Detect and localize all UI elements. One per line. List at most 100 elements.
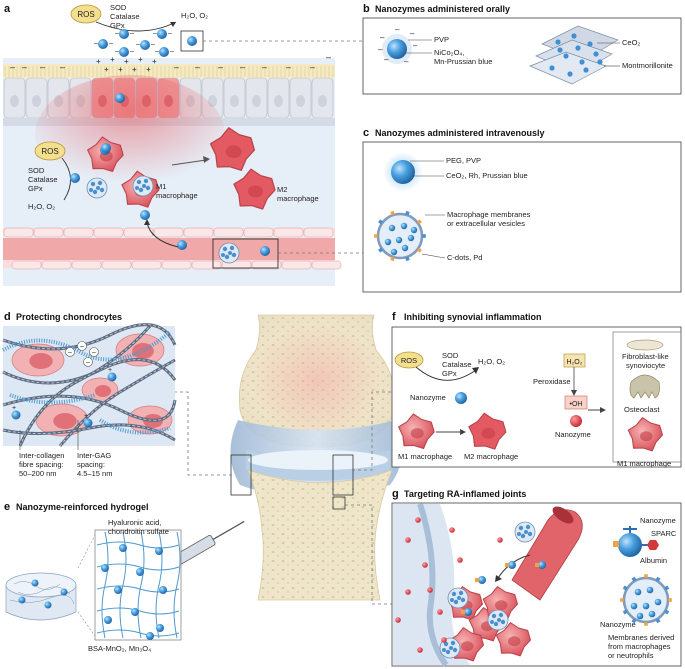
svg-text:–: – bbox=[60, 62, 65, 72]
panel-c-title: Nanozymes administered intravenously bbox=[375, 128, 545, 138]
f-m2-label: M2 macrophage bbox=[464, 452, 518, 461]
f-nanozyme-label: Nanozyme bbox=[410, 393, 446, 402]
svg-text:–: – bbox=[410, 29, 415, 38]
spacing1-line1: Inter-collagen bbox=[19, 451, 64, 460]
svg-text:–: – bbox=[115, 48, 119, 55]
svg-text:+: + bbox=[84, 413, 88, 420]
svg-text:+: + bbox=[110, 55, 115, 64]
inflamed-vessel bbox=[511, 509, 583, 601]
spacing2-line3: 4.5–15 nm bbox=[77, 469, 112, 478]
ros-arrow bbox=[95, 21, 177, 32]
svg-text:–: – bbox=[155, 48, 159, 55]
panel-d-title: Protecting chondrocytes bbox=[16, 312, 122, 322]
panel-f-letter: f bbox=[392, 311, 396, 323]
chondroitin-label: chondroitin sulfate bbox=[108, 527, 169, 536]
f-products: H₂O, O₂ bbox=[478, 357, 505, 366]
m2-label-line2: macrophage bbox=[277, 194, 319, 203]
membranes-label-1: Macrophage membranes bbox=[447, 210, 531, 219]
spacing2-line1: Inter-GAG bbox=[77, 451, 111, 460]
svg-text:–: – bbox=[170, 48, 174, 55]
m2-label-line1: M2 bbox=[277, 185, 287, 194]
f-m1b-label: M1 macrophage bbox=[617, 459, 671, 468]
svg-text:+: + bbox=[12, 405, 16, 412]
mn-pb-label: Mn-Prussian blue bbox=[434, 57, 492, 66]
enzyme-sod: SOD bbox=[110, 3, 127, 12]
svg-text:–: – bbox=[130, 30, 134, 37]
nanozyme-particles: – –– –– –– –– – – – bbox=[94, 29, 174, 57]
svg-text:+: + bbox=[96, 57, 101, 66]
panel-d: d Protecting chondrocytes ––––+++ Inter-… bbox=[2, 311, 177, 478]
svg-text:–: – bbox=[130, 48, 134, 55]
spacing2-line2: spacing: bbox=[77, 460, 105, 469]
panel-g-letter: g bbox=[392, 488, 399, 500]
synoviocyte-icon bbox=[626, 339, 664, 351]
panel-f-title: Inhibiting synovial inflammation bbox=[404, 312, 542, 322]
membrane-coated-nanozyme bbox=[374, 210, 426, 262]
spacing1-line2: fibre spacing: bbox=[19, 460, 64, 469]
montmorillonite-sheets bbox=[529, 25, 619, 85]
svg-text:–: – bbox=[80, 344, 84, 351]
svg-text:–: – bbox=[286, 62, 291, 72]
svg-text:+: + bbox=[104, 65, 109, 74]
hydroxyl-label: •OH bbox=[570, 401, 583, 408]
ros-arrowhead bbox=[170, 22, 176, 27]
membranes-g-1: Membranes derived bbox=[608, 633, 674, 642]
svg-text:+: + bbox=[108, 367, 112, 374]
svg-text:–: – bbox=[384, 55, 389, 64]
macrophage-cell bbox=[398, 413, 435, 450]
ceo2-rh-label: CeO₂, Rh, Prussian blue bbox=[446, 171, 528, 180]
svg-text:–: – bbox=[195, 62, 200, 72]
inflammation-glow bbox=[35, 75, 225, 195]
membranes-label-2: or extracellular vesicles bbox=[447, 219, 525, 228]
f-nanozyme2-label: Nanozyme bbox=[555, 430, 591, 439]
ros-products: H₂O, O₂ bbox=[181, 11, 208, 20]
peroxidase-label: Peroxidase bbox=[533, 377, 571, 386]
f-m1-label: M1 macrophage bbox=[398, 452, 452, 461]
oral-nanozyme-icon bbox=[387, 39, 407, 59]
albumin-label: Albumin bbox=[640, 556, 667, 565]
svg-text:+: + bbox=[132, 65, 137, 74]
svg-text:–: – bbox=[86, 360, 90, 367]
panel-e-title: Nanozyme-reinforced hydrogel bbox=[16, 502, 149, 512]
svg-text:–: – bbox=[68, 350, 72, 357]
blood-vessel bbox=[3, 227, 342, 270]
svg-text:–: – bbox=[395, 25, 400, 34]
macrophage-cell bbox=[468, 412, 507, 450]
svg-text:–: – bbox=[310, 62, 315, 72]
panel-b-title: Nanozymes administered orally bbox=[375, 4, 510, 14]
macrophage-cell bbox=[209, 127, 256, 171]
svg-text:–: – bbox=[153, 30, 157, 37]
macrophages bbox=[87, 127, 276, 210]
panel-c-letter: c bbox=[363, 127, 369, 139]
gag-charges: ––––+++ bbox=[11, 341, 117, 428]
fls-label-1: Fibroblast-like bbox=[622, 352, 669, 361]
svg-text:–: – bbox=[115, 30, 119, 37]
ros-label: ROS bbox=[77, 10, 94, 19]
g-nanozyme-label: Nanozyme bbox=[640, 516, 676, 525]
iv-nanozyme-icon bbox=[391, 160, 415, 184]
zoom-box-iv bbox=[212, 238, 279, 269]
montmorillonite-label: Montmorillonite bbox=[622, 61, 673, 70]
sparc-icon bbox=[647, 540, 659, 550]
svg-text:+: + bbox=[138, 55, 143, 64]
svg-text:–: – bbox=[218, 62, 223, 72]
f-catalase: Catalase bbox=[442, 360, 472, 369]
polarization-arrow bbox=[171, 159, 207, 166]
macrophage-cell bbox=[233, 168, 276, 210]
ros-badge-2 bbox=[34, 141, 66, 161]
svg-text:–: – bbox=[109, 40, 113, 47]
enzyme-catalase: Catalase bbox=[110, 12, 140, 21]
h2o2-label: H₂O₂ bbox=[567, 359, 583, 366]
f-gpx: GPx bbox=[442, 369, 457, 378]
svg-text:+: + bbox=[118, 65, 123, 74]
ros-products-2: H₂O, O₂ bbox=[28, 202, 55, 211]
enzyme-gpx: GPx bbox=[110, 21, 125, 30]
panel-c: c Nanozymes administered intravenously P… bbox=[362, 127, 682, 293]
svg-text:–: – bbox=[94, 40, 98, 47]
panel-g-title: Targeting RA-inflamed joints bbox=[404, 489, 526, 499]
osteoclast-icon bbox=[629, 374, 660, 399]
g-nanozyme2-label: Nanozyme bbox=[600, 620, 636, 629]
svg-text:–: – bbox=[168, 30, 172, 37]
svg-text:–: – bbox=[262, 62, 267, 72]
svg-text:–: – bbox=[404, 57, 409, 66]
